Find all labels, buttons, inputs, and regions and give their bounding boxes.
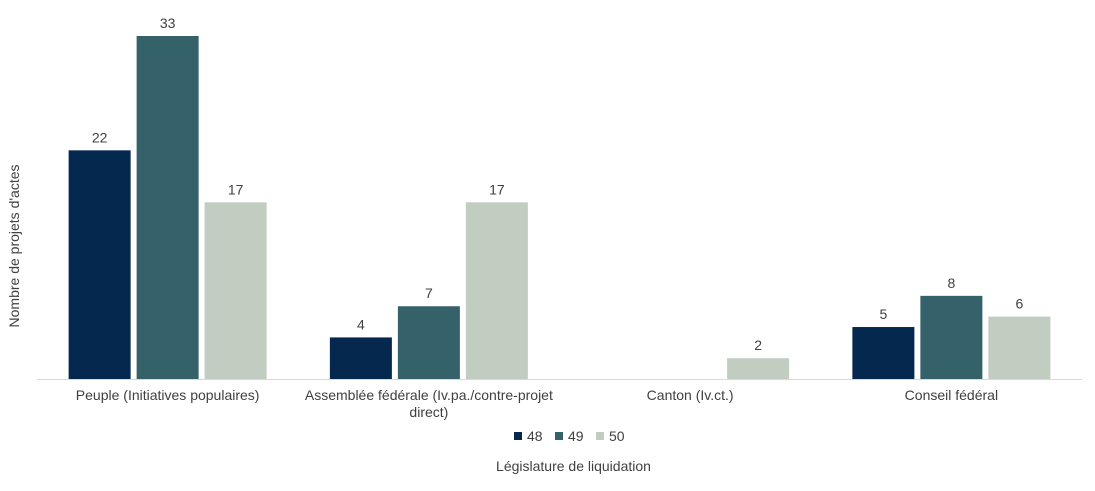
data-label-48-3: 5 — [879, 306, 887, 322]
category-tick-label: Canton (Iv.ct.) — [647, 387, 734, 403]
data-label-50-3: 6 — [1015, 296, 1023, 312]
bar-49-3 — [920, 295, 983, 379]
bar-48-0 — [68, 150, 131, 379]
legend-swatch-50 — [596, 432, 604, 440]
bar-49-0 — [136, 36, 199, 379]
data-label-49-1: 7 — [425, 285, 433, 301]
category-tick-line: Peuple (Initiatives populaires) — [76, 387, 260, 403]
data-label-49-3: 8 — [947, 275, 955, 291]
data-label-50-1: 17 — [489, 181, 505, 197]
legend-label-49: 49 — [568, 428, 584, 444]
category-tick-line: Assemblée fédérale (Iv.pa./contre-projet — [305, 387, 553, 403]
data-label-48-1: 4 — [357, 316, 365, 332]
bar-48-3 — [852, 327, 915, 379]
category-tick-label: Assemblée fédérale (Iv.pa./contre-projet… — [305, 387, 553, 420]
data-label-49-0: 33 — [160, 15, 176, 31]
category-tick-label: Conseil fédéral — [905, 387, 998, 403]
legend-swatch-49 — [555, 432, 563, 440]
data-label-50-0: 17 — [228, 181, 244, 197]
category-tick-labels: Peuple (Initiatives populaires) Assemblée… — [76, 387, 998, 420]
bar-48-1 — [329, 337, 392, 379]
legend-label-50: 50 — [609, 428, 625, 444]
data-label-48-0: 22 — [92, 129, 108, 145]
bar-50-0 — [204, 202, 267, 379]
category-tick-label: Peuple (Initiatives populaires) — [76, 387, 260, 403]
legend: 48 49 50 — [514, 428, 625, 444]
bar-50-1 — [465, 202, 528, 379]
legend-label-48: 48 — [527, 428, 543, 444]
category-tick-line: direct) — [409, 404, 448, 420]
bar-50-2 — [727, 358, 790, 379]
category-tick-line: Canton (Iv.ct.) — [647, 387, 734, 403]
data-label-50-2: 2 — [754, 337, 762, 353]
bar-49-1 — [397, 306, 460, 379]
category-tick-line: Conseil fédéral — [905, 387, 998, 403]
legend-swatch-48 — [514, 432, 522, 440]
bar-50-3 — [988, 316, 1051, 379]
bars-layer — [68, 36, 1051, 379]
data-labels-layer: 22 33 17 4 7 17 2 5 8 6 — [92, 15, 1024, 353]
y-axis-title: Nombre de projets d'actes — [6, 165, 22, 328]
x-axis-title: Législature de liquidation — [496, 458, 651, 474]
